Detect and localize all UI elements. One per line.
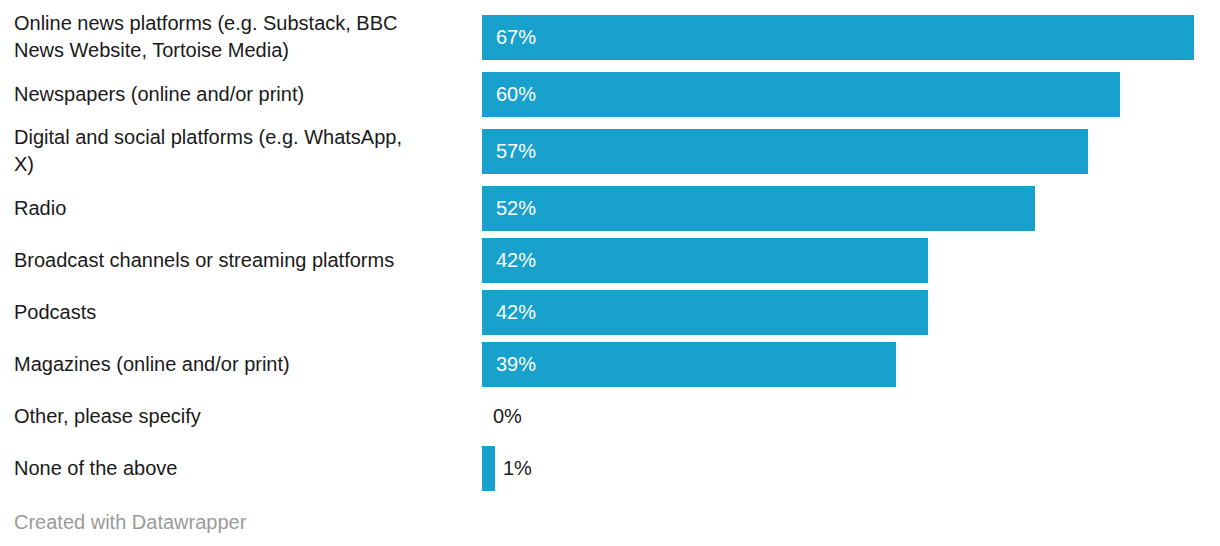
bar: 60%	[482, 72, 1120, 117]
value-label: 42%	[482, 301, 536, 324]
bar-cell: 39%	[482, 338, 1220, 390]
bar-cell: 67%	[482, 6, 1220, 68]
datawrapper-chart-frame: Online news platforms (e.g. Substack, BB…	[0, 0, 1220, 546]
chart-row: Broadcast channels or streaming platform…	[0, 234, 1220, 286]
bar: 67%	[482, 15, 1194, 60]
chart-row: Other, please specify 0%	[0, 390, 1220, 442]
value-label: 42%	[482, 249, 536, 272]
chart-row: Podcasts42%	[0, 286, 1220, 338]
datawrapper-credit-link[interactable]: Created with Datawrapper	[14, 511, 246, 533]
bar-chart: Online news platforms (e.g. Substack, BB…	[0, 0, 1220, 494]
bar-cell: 1%	[482, 442, 1220, 494]
bar-cell: 0%	[482, 390, 1220, 442]
category-label: Magazines (online and/or print)	[14, 338, 482, 390]
chart-row: Radio52%	[0, 182, 1220, 234]
category-label: Radio	[14, 182, 482, 234]
bar: 52%	[482, 186, 1035, 231]
bar-cell: 52%	[482, 182, 1220, 234]
chart-row: Newspapers (online and/or print)60%	[0, 68, 1220, 120]
bar	[482, 446, 495, 491]
value-label: 0%	[493, 405, 522, 428]
value-label: 67%	[482, 26, 536, 49]
bar: 39%	[482, 342, 896, 387]
chart-row: Digital and social platforms (e.g. Whats…	[0, 120, 1220, 182]
category-label: Online news platforms (e.g. Substack, BB…	[14, 6, 482, 68]
value-label: 52%	[482, 197, 536, 220]
value-label: 60%	[482, 83, 536, 106]
bar: 42%	[482, 238, 928, 283]
category-label: Broadcast channels or streaming platform…	[14, 234, 482, 286]
value-label: 39%	[482, 353, 536, 376]
category-label: Other, please specify	[14, 390, 482, 442]
bar-cell: 57%	[482, 120, 1220, 182]
value-label: 1%	[503, 457, 532, 480]
chart-row: Magazines (online and/or print)39%	[0, 338, 1220, 390]
bar-cell: 60%	[482, 68, 1220, 120]
category-label: Newspapers (online and/or print)	[14, 68, 482, 120]
bar: 57%	[482, 129, 1088, 174]
bar: 42%	[482, 290, 928, 335]
bar-cell: 42%	[482, 234, 1220, 286]
chart-row: Online news platforms (e.g. Substack, BB…	[0, 6, 1220, 68]
chart-row: None of the above 1%	[0, 442, 1220, 494]
value-label: 57%	[482, 140, 536, 163]
bar-cell: 42%	[482, 286, 1220, 338]
category-label: None of the above	[14, 442, 482, 494]
category-label: Digital and social platforms (e.g. Whats…	[14, 120, 482, 182]
chart-footer: Created with Datawrapper	[14, 511, 1220, 534]
category-label: Podcasts	[14, 286, 482, 338]
